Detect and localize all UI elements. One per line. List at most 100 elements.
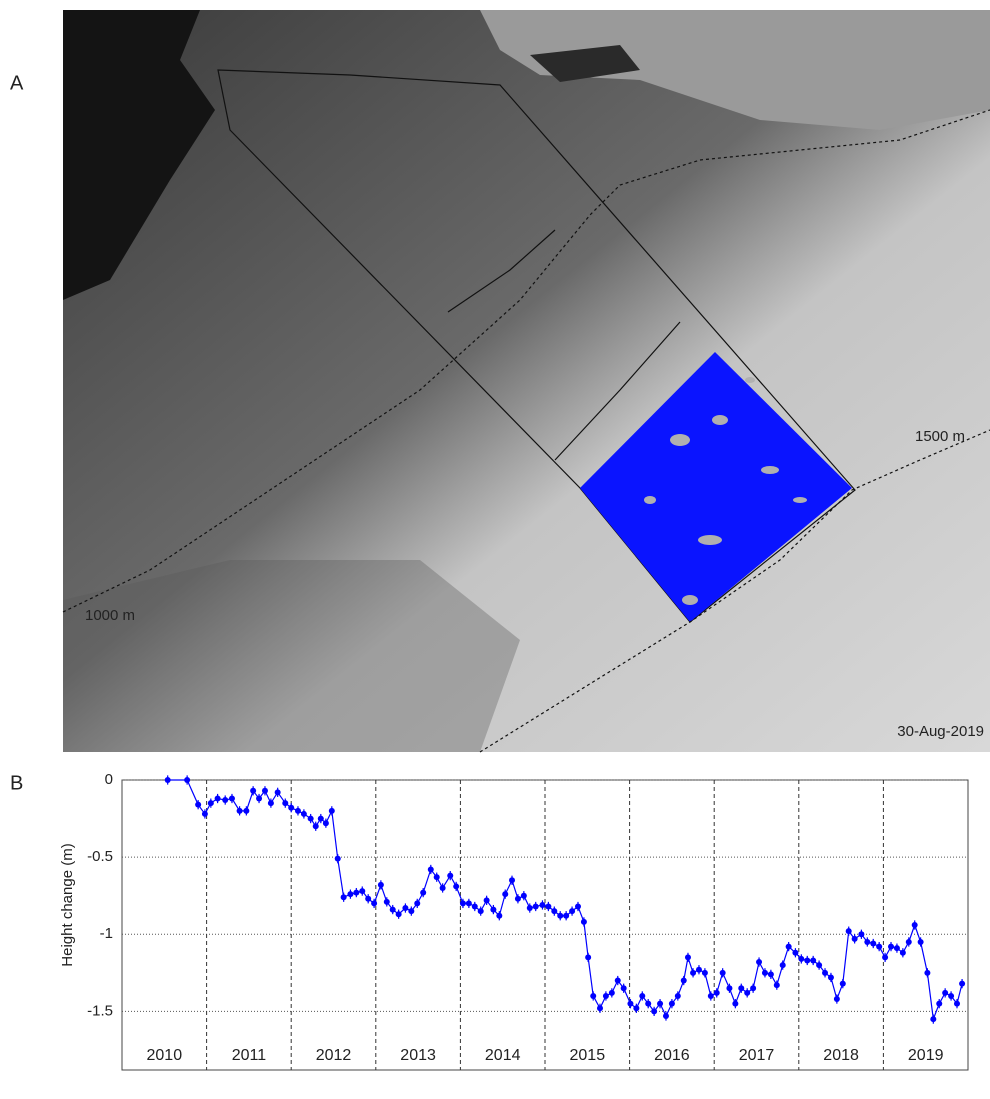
data-point <box>674 992 681 999</box>
data-point <box>414 900 421 907</box>
data-point <box>347 891 354 898</box>
x-tick-label: 2010 <box>147 1047 183 1064</box>
data-point <box>905 938 912 945</box>
data-point <box>184 777 191 783</box>
data-point <box>845 928 852 935</box>
data-point <box>420 889 427 896</box>
data-point <box>779 962 786 969</box>
data-point <box>317 815 324 822</box>
data-point <box>738 985 745 992</box>
data-point <box>459 900 466 907</box>
data-point <box>761 969 768 976</box>
data-point <box>882 954 889 961</box>
data-point <box>371 900 378 907</box>
panel-label: A <box>10 72 24 94</box>
data-point <box>243 807 250 814</box>
data-point <box>365 895 372 902</box>
data-point <box>322 820 329 827</box>
data-point <box>256 795 263 802</box>
data-point <box>526 905 533 912</box>
data-point <box>833 996 840 1003</box>
data-point <box>274 789 281 796</box>
data-point <box>164 777 171 783</box>
data-point <box>948 992 955 999</box>
y-axis-label: Height change (m) <box>59 843 76 966</box>
data-point <box>744 989 751 996</box>
data-point <box>810 957 817 964</box>
data-point <box>353 889 360 896</box>
data-point <box>942 989 949 996</box>
data-point <box>502 891 509 898</box>
data-point <box>645 1000 652 1007</box>
data-point <box>433 874 440 881</box>
data-point <box>389 906 396 913</box>
x-tick-label: 2014 <box>485 1047 521 1064</box>
data-point <box>201 810 208 817</box>
data-point <box>590 992 597 999</box>
x-tick-label: 2012 <box>316 1047 352 1064</box>
data-point <box>427 866 434 873</box>
data-point <box>911 922 918 928</box>
data-point <box>214 795 221 802</box>
data-point <box>312 823 319 830</box>
data-point <box>707 992 714 999</box>
data-point <box>228 795 235 802</box>
x-tick-label: 2019 <box>908 1047 944 1064</box>
data-point <box>222 797 229 804</box>
data-point <box>627 1000 634 1007</box>
data-point <box>496 912 503 919</box>
data-point <box>750 985 757 992</box>
data-point <box>294 807 301 814</box>
x-tick-label: 2013 <box>400 1047 436 1064</box>
data-point <box>483 897 490 904</box>
panel-label: B <box>10 772 23 794</box>
data-point <box>563 912 570 919</box>
x-tick-label: 2016 <box>654 1047 690 1064</box>
data-point <box>930 1016 937 1023</box>
y-tick-label: -0.5 <box>87 848 113 865</box>
data-point <box>651 1008 658 1015</box>
data-point <box>639 992 646 999</box>
data-point <box>827 974 834 981</box>
plot: 0 -0.5 -1 -1.5 2010 2011 2012 2013 2014 2015 2016 2… <box>59 771 969 1071</box>
data-point <box>936 1000 943 1007</box>
data-point <box>465 900 472 907</box>
y-tick-label: -1 <box>100 925 113 942</box>
data-point <box>574 903 581 910</box>
data-point <box>767 971 774 978</box>
image-date: 30-Aug-2019 <box>897 723 984 740</box>
data-point <box>453 883 460 890</box>
data-point <box>402 905 409 912</box>
satellite-image: 1500 m 1000 m 30-Aug-2019 <box>62 10 990 753</box>
data-point <box>585 954 592 961</box>
data-point <box>633 1005 640 1012</box>
data-point <box>773 982 780 989</box>
data-point <box>328 807 335 814</box>
data-point <box>250 787 257 794</box>
data-point <box>300 810 307 817</box>
data-point <box>701 969 708 976</box>
data-point <box>377 881 384 888</box>
data-point <box>839 980 846 987</box>
data-point <box>539 901 546 908</box>
x-tick-label: 2015 <box>570 1047 606 1064</box>
data-point <box>917 938 924 945</box>
data-point <box>395 911 402 918</box>
data-point <box>798 955 805 962</box>
data-point <box>804 957 811 964</box>
data-point <box>340 894 347 901</box>
x-tick-label: 2011 <box>232 1047 267 1064</box>
data-point <box>207 800 214 807</box>
data-point <box>471 903 478 910</box>
data-point <box>596 1005 603 1012</box>
data-point <box>822 969 829 976</box>
data-point <box>684 954 691 961</box>
data-point <box>359 888 366 895</box>
data-point <box>514 895 521 902</box>
data-point <box>261 787 268 794</box>
data-point <box>557 912 564 919</box>
data-point <box>668 1000 675 1007</box>
data-point <box>726 985 733 992</box>
data-point <box>334 855 341 862</box>
